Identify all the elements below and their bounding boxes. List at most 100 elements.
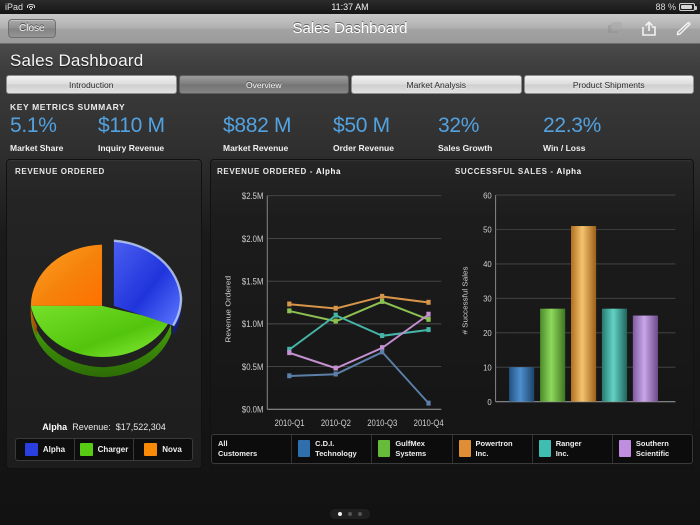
pie-caption-name: Alpha [42,421,68,432]
metric-value: 22.3% [543,114,602,137]
charts-panel: REVENUE ORDERED - Alpha [210,158,694,469]
legend-item-nova[interactable]: Nova [134,439,192,460]
key-metrics-row: 5.1% Market Share $110 M Inquiry Revenue… [6,114,694,159]
pie-legend: Alpha Charger Nova [15,437,193,461]
legend-label-line2: Technology [315,448,357,458]
legend-swatch-nova [144,442,158,456]
metric-value: 32% [438,114,480,137]
svg-text:20: 20 [483,328,492,337]
legend-label: Ranger Inc. [556,439,582,458]
revenue-ordered-pie-panel: REVENUE ORDERED [6,158,202,469]
pie-caption-value: $17,522,304 [115,421,166,432]
legend-label: Powertron Inc. [476,439,513,458]
legend-item-all-customers[interactable]: All Customers [212,434,293,463]
legend-label: GulfMex Systems [395,439,426,458]
metric-value: 5.1% [10,114,57,137]
metric-market-share: 5.1% Market Share [10,114,98,153]
legend-swatch-alpha [24,442,38,456]
pencil-icon[interactable] [674,20,692,38]
svg-text:2010-Q4: 2010-Q4 [414,417,444,428]
page-dot-2[interactable] [348,512,352,516]
page-title: Sales Dashboard [10,51,144,70]
svg-text:$0.0M: $0.0M [242,404,263,415]
legend-label: Charger [97,444,129,454]
line-chart-svg[interactable]: $2.5M $2.0M $1.5M $1.0M $0.5M $0.0M Reve… [217,180,449,461]
svg-text:$2.0M: $2.0M [242,233,263,244]
share-icon[interactable] [640,20,658,38]
legend-swatch-gulfmex-systems [378,440,391,458]
legend-label-line2: Inc. [475,448,489,458]
legend-label-line2: Customers [218,448,258,458]
legend-swatch-powertron-inc [458,440,471,458]
line-title-main: REVENUE ORDERED - [217,166,316,176]
tab-product-shipments[interactable]: Product Shipments [523,75,694,94]
svg-text:0: 0 [487,397,492,406]
metric-value: $882 M [223,114,292,137]
legend-label-line1: All [218,439,228,449]
status-clock: 11:37 AM [331,2,369,12]
battery-percent-label: 88 % [655,2,676,12]
bar-panel-title: SUCCESSFUL SALES - Alpha [455,167,687,176]
ios-status-bar: iPad 11:37 AM 88 % [0,0,700,14]
battery-icon [679,3,697,11]
metric-win-loss: 22.3% Win / Loss [543,114,611,153]
metric-label: Order Revenue [333,142,394,153]
tab-market-analysis[interactable]: Market Analysis [351,75,522,94]
metric-label: Sales Growth [438,142,493,153]
metric-value: $110 M [98,114,165,137]
legend-swatch-ranger-inc [538,440,551,458]
svg-text:30: 30 [483,294,492,303]
metric-inquiry-revenue: $110 M Inquiry Revenue [98,114,223,153]
page-indicator-pill [330,509,370,519]
pie-caption: Alpha Revenue: $17,522,304 [15,418,193,438]
svg-text:10: 10 [483,363,492,372]
bar-title-main: SUCCESSFUL SALES - [455,166,557,176]
svg-text:2010-Q2: 2010-Q2 [321,417,351,428]
close-button[interactable]: Close [8,19,56,38]
metric-label: Market Share [10,142,64,153]
metric-order-revenue: $50 M Order Revenue [333,114,438,153]
successful-sales-bar-panel: SUCCESSFUL SALES - Alpha [455,167,687,461]
svg-text:$1.0M: $1.0M [242,318,263,329]
legend-item-powertron-inc[interactable]: Powertron Inc. [453,434,533,463]
legend-item-alpha[interactable]: Alpha [16,438,75,460]
page-dot-1[interactable] [338,512,342,516]
revenue-ordered-line-panel: REVENUE ORDERED - Alpha [217,167,449,461]
metric-label: Win / Loss [543,142,586,153]
legend-item-gulfmex-systems[interactable]: GulfMex Systems [372,434,453,463]
metric-label: Market Revenue [223,142,289,153]
legend-swatch-charger [79,442,93,456]
legend-label: Nova [162,444,182,454]
key-metrics-heading: KEY METRICS SUMMARY [10,102,126,112]
legend-label-line1: C.D.I. [315,439,335,449]
wifi-icon [26,3,35,11]
device-label: iPad [5,2,24,12]
legend-item-charger[interactable]: Charger [75,438,134,460]
legend-label-line2: Systems [395,448,427,458]
svg-text:50: 50 [483,225,492,234]
tab-overview[interactable]: Overview [178,75,349,94]
customers-legend: All Customers C.D.I. Technology GulfMex Sys… [211,433,693,464]
svg-text:# Successful Sales: # Successful Sales [461,266,470,334]
dashboard-content: Sales Dashboard Introduction Overview Ma… [0,44,700,525]
legend-label: Alpha [42,444,66,454]
legend-label-line1: Ranger [555,439,582,449]
pie-chart[interactable] [15,180,193,418]
bar-title-series: Alpha [556,166,582,176]
svg-text:2010-Q1: 2010-Q1 [274,417,304,428]
legend-swatch-southern-scientific [618,440,631,458]
legend-item-ranger-inc[interactable]: Ranger Inc. [533,434,613,463]
pages-stack-icon[interactable] [606,20,624,38]
section-tab-bar: Introduction Overview Market Analysis Pr… [6,75,694,94]
legend-item-cdi-technology[interactable]: C.D.I. Technology [292,434,373,463]
legend-item-southern-scientific[interactable]: Southern Scientific [613,435,692,463]
legend-label: C.D.I. Technology [315,439,357,458]
page-dot-3[interactable] [358,512,362,516]
pie-panel-title: REVENUE ORDERED [15,166,105,176]
panels-row: REVENUE ORDERED [6,158,694,469]
tab-introduction[interactable]: Introduction [6,75,177,94]
legend-label-line2: Scientific [635,448,670,458]
svg-text:60: 60 [483,190,492,199]
bar-chart-svg[interactable]: 60 50 40 30 20 10 0 # Successful Sales [455,180,687,449]
page-indicator [0,508,700,520]
